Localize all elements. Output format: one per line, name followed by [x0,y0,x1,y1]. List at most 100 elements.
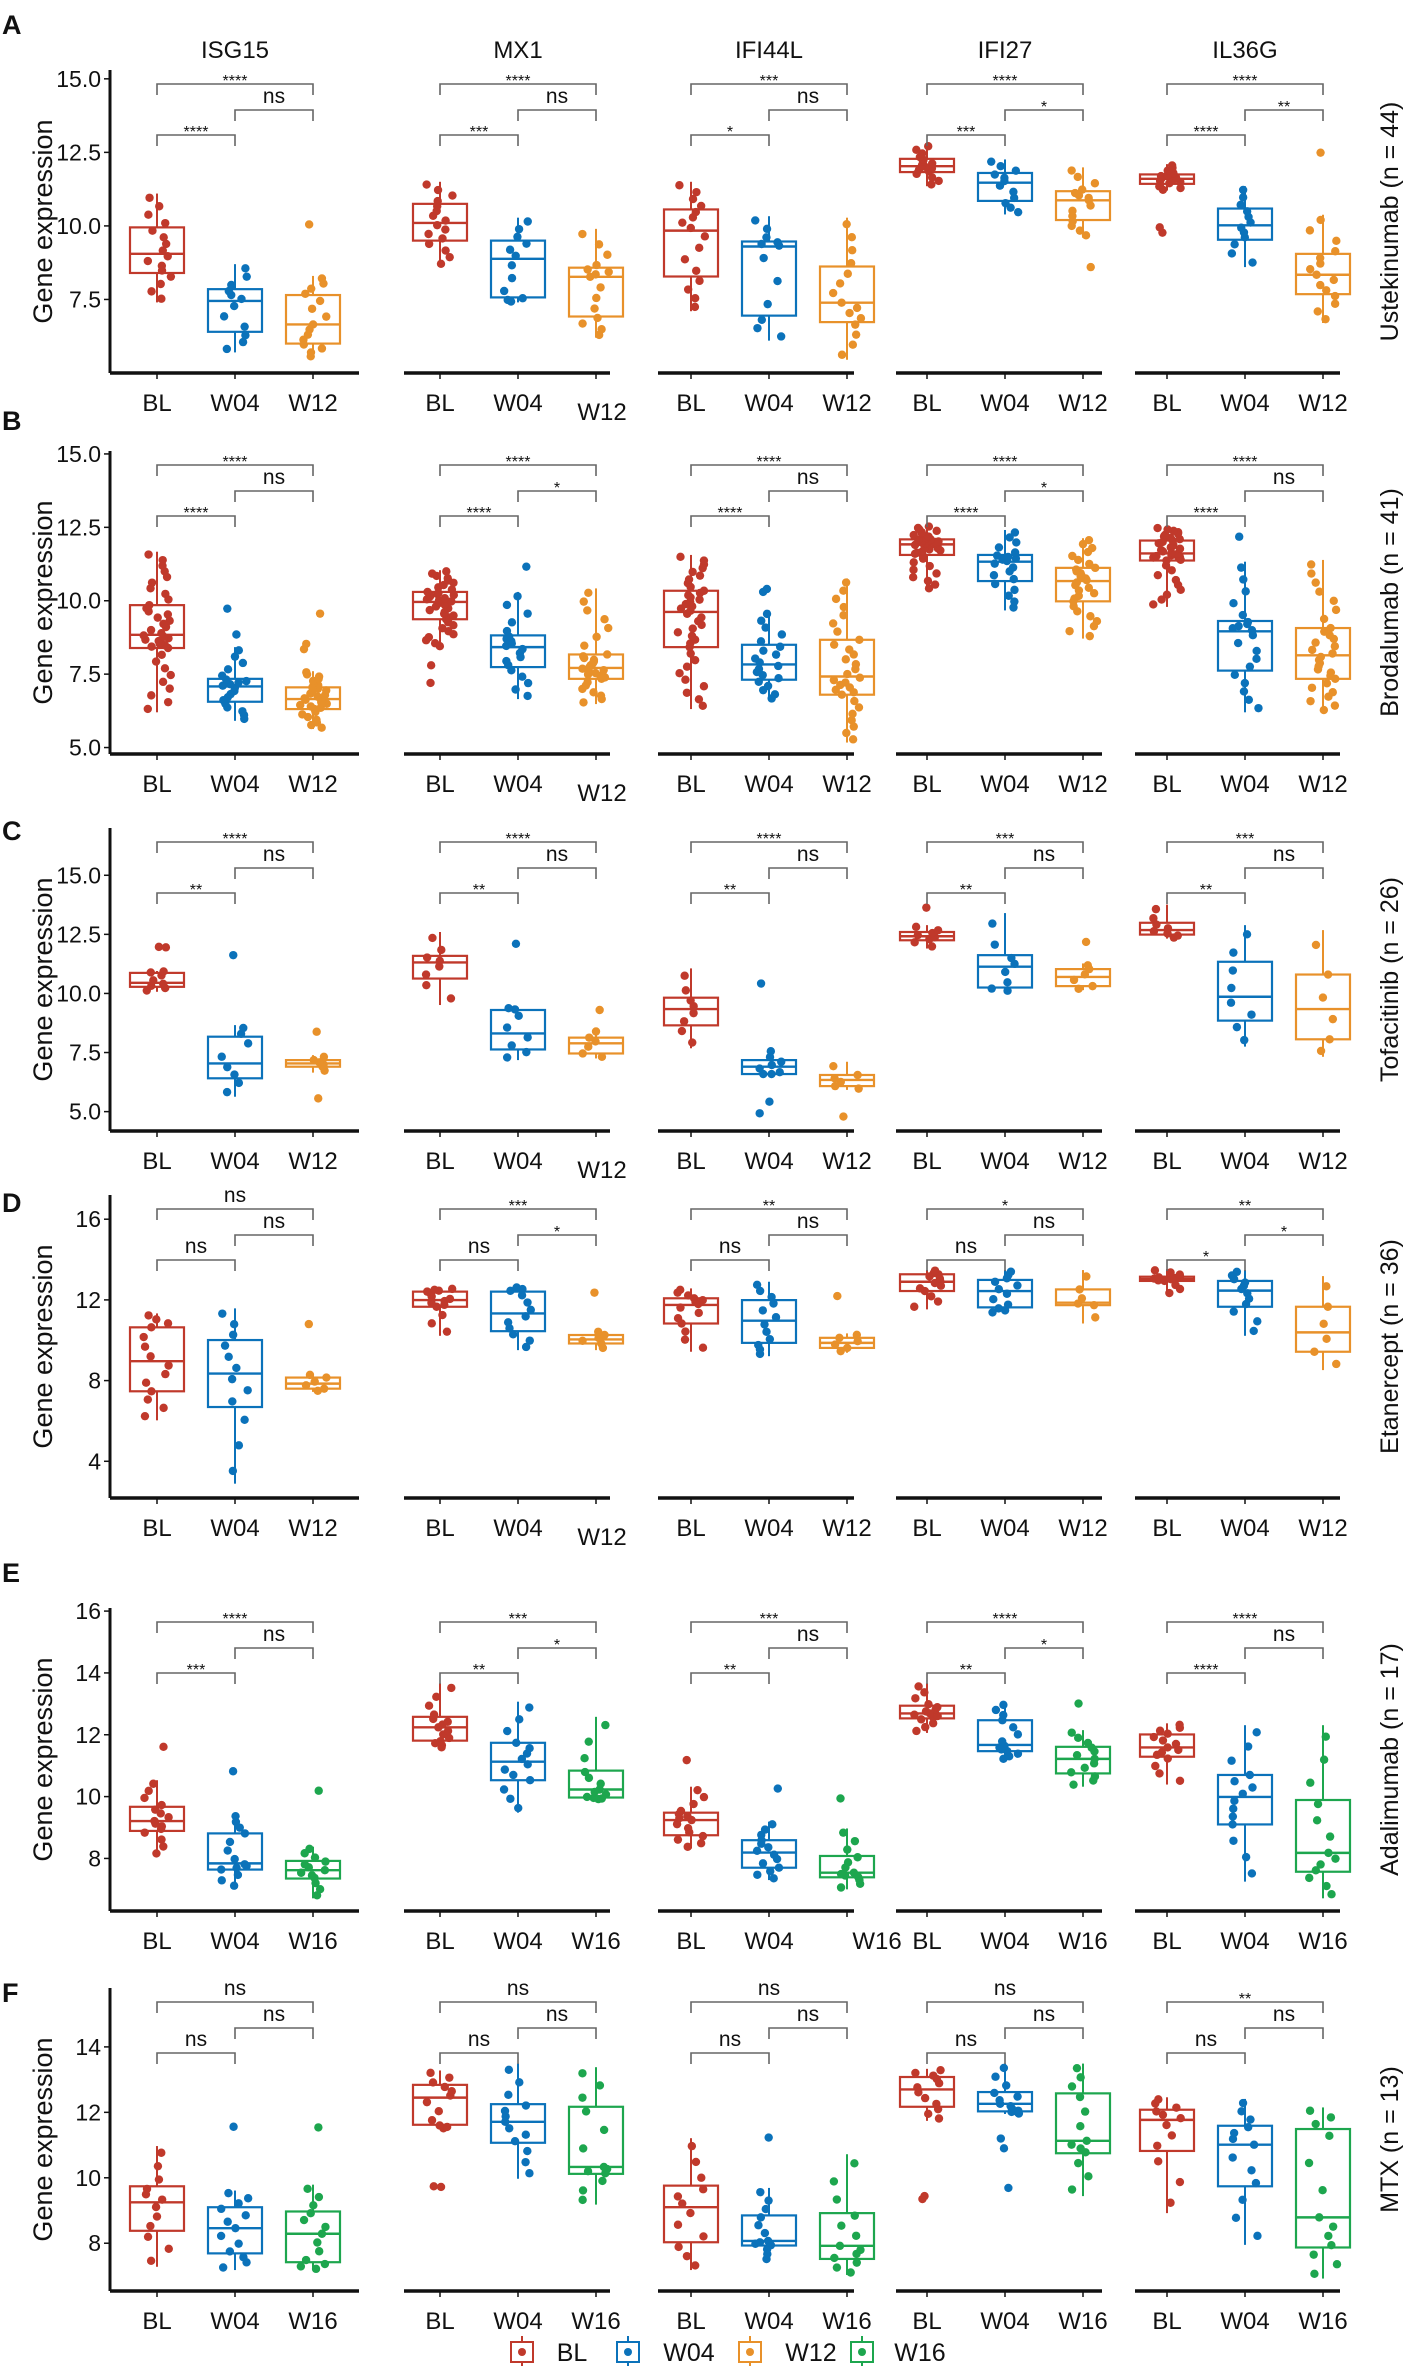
data-point [1171,575,1181,585]
data-point [232,1363,241,1373]
drug-label: Tofacitinib (n = 26) [1376,877,1404,1082]
data-point [225,2247,235,2256]
data-point [312,715,321,724]
significance-bracket [1244,1647,1324,1659]
data-point [1153,523,1162,533]
data-point [1319,1319,1328,1329]
data-point [1322,679,1332,688]
data-point [841,655,850,664]
box-bl [128,2146,186,2267]
data-point [584,1737,593,1746]
box-w04 [976,157,1034,217]
box-iqr [1216,1773,1274,1826]
outlier-point [522,562,531,571]
data-point [243,1386,252,1395]
data-point [147,1387,156,1396]
data-point [856,314,866,323]
data-point [761,623,770,632]
significance-label: ** [190,882,202,899]
outlier-point [229,950,238,960]
box-w12 [284,1027,342,1103]
x-tick-label: W12 [288,1148,337,1175]
data-point [1321,314,1330,324]
data-point [851,320,860,329]
box-w04 [740,979,798,1118]
data-point [676,1285,685,1295]
data-point [1013,1730,1023,1739]
data-point [1228,1812,1238,1821]
x-tick-label: BL [425,1515,454,1542]
significance-bracket [926,464,1084,476]
data-point [1238,1789,1247,1798]
x-tick-label: W04 [210,1515,259,1542]
data-point [923,576,933,586]
data-point [829,2177,839,2186]
data-point [1163,1729,1172,1738]
data-point [584,588,593,598]
data-point [435,2121,444,2130]
data-point [913,2083,922,2092]
data-point [219,312,229,321]
y-axis-title: Gene expression [28,500,58,704]
data-point [511,251,520,261]
box-w04 [489,217,547,306]
data-point [218,681,227,690]
box-bl [898,903,956,951]
x-tick-label: W16 [288,1928,337,1955]
data-point [688,1038,697,1047]
x-tick-label: W12 [822,771,871,798]
x-tick-label: W04 [210,390,259,417]
data-point [217,1052,226,1061]
data-point [604,267,613,277]
box-w12 [1054,937,1112,993]
significance-bracket [690,464,848,476]
data-point [224,2188,233,2198]
x-tick-label: BL [912,2308,941,2335]
data-point [1305,226,1315,235]
box-bl [662,1755,720,1851]
significance-bracket [1166,134,1246,146]
box-w04 [489,562,547,701]
data-point [151,2202,161,2212]
data-point [1320,627,1329,636]
data-point [447,585,457,594]
data-point [313,2238,322,2247]
box-w04 [740,1280,798,1359]
data-point [753,323,762,333]
data-point [994,1304,1003,1313]
outlier-point [426,678,435,688]
data-point [913,523,923,533]
data-point [142,2184,152,2194]
data-point [994,1284,1004,1294]
data-point [1175,1776,1185,1786]
data-point [1245,1770,1254,1780]
data-point [1328,649,1337,658]
data-point [762,609,772,619]
box-w16 [1054,2063,1112,2197]
significance-bracket [1244,2027,1324,2039]
box-w12 [284,609,342,732]
data-point [1152,2107,1161,2116]
data-point [500,1765,510,1774]
data-point [774,673,783,683]
data-point [988,1308,997,1317]
significance-bracket [234,109,314,121]
box-w04 [1216,1725,1274,1882]
data-point [989,1294,998,1304]
data-point [991,2072,1000,2081]
data-point [1230,240,1239,249]
outlier-point [1074,1699,1083,1708]
panel-ifi44l: BL W04 W16 *** ns ** [658,1611,902,1955]
data-point [698,1295,707,1305]
drug-label: Etanercept (n = 36) [1376,1239,1404,1454]
box-iqr [489,1290,547,1333]
data-point [1248,258,1257,267]
box-bl [898,1682,956,1736]
data-point [927,159,937,168]
data-point [240,1415,249,1424]
data-point [514,224,524,234]
significance-label: **** [184,505,209,522]
data-point [1310,1347,1319,1356]
data-point [1328,2222,1338,2231]
data-point [682,2251,692,2261]
